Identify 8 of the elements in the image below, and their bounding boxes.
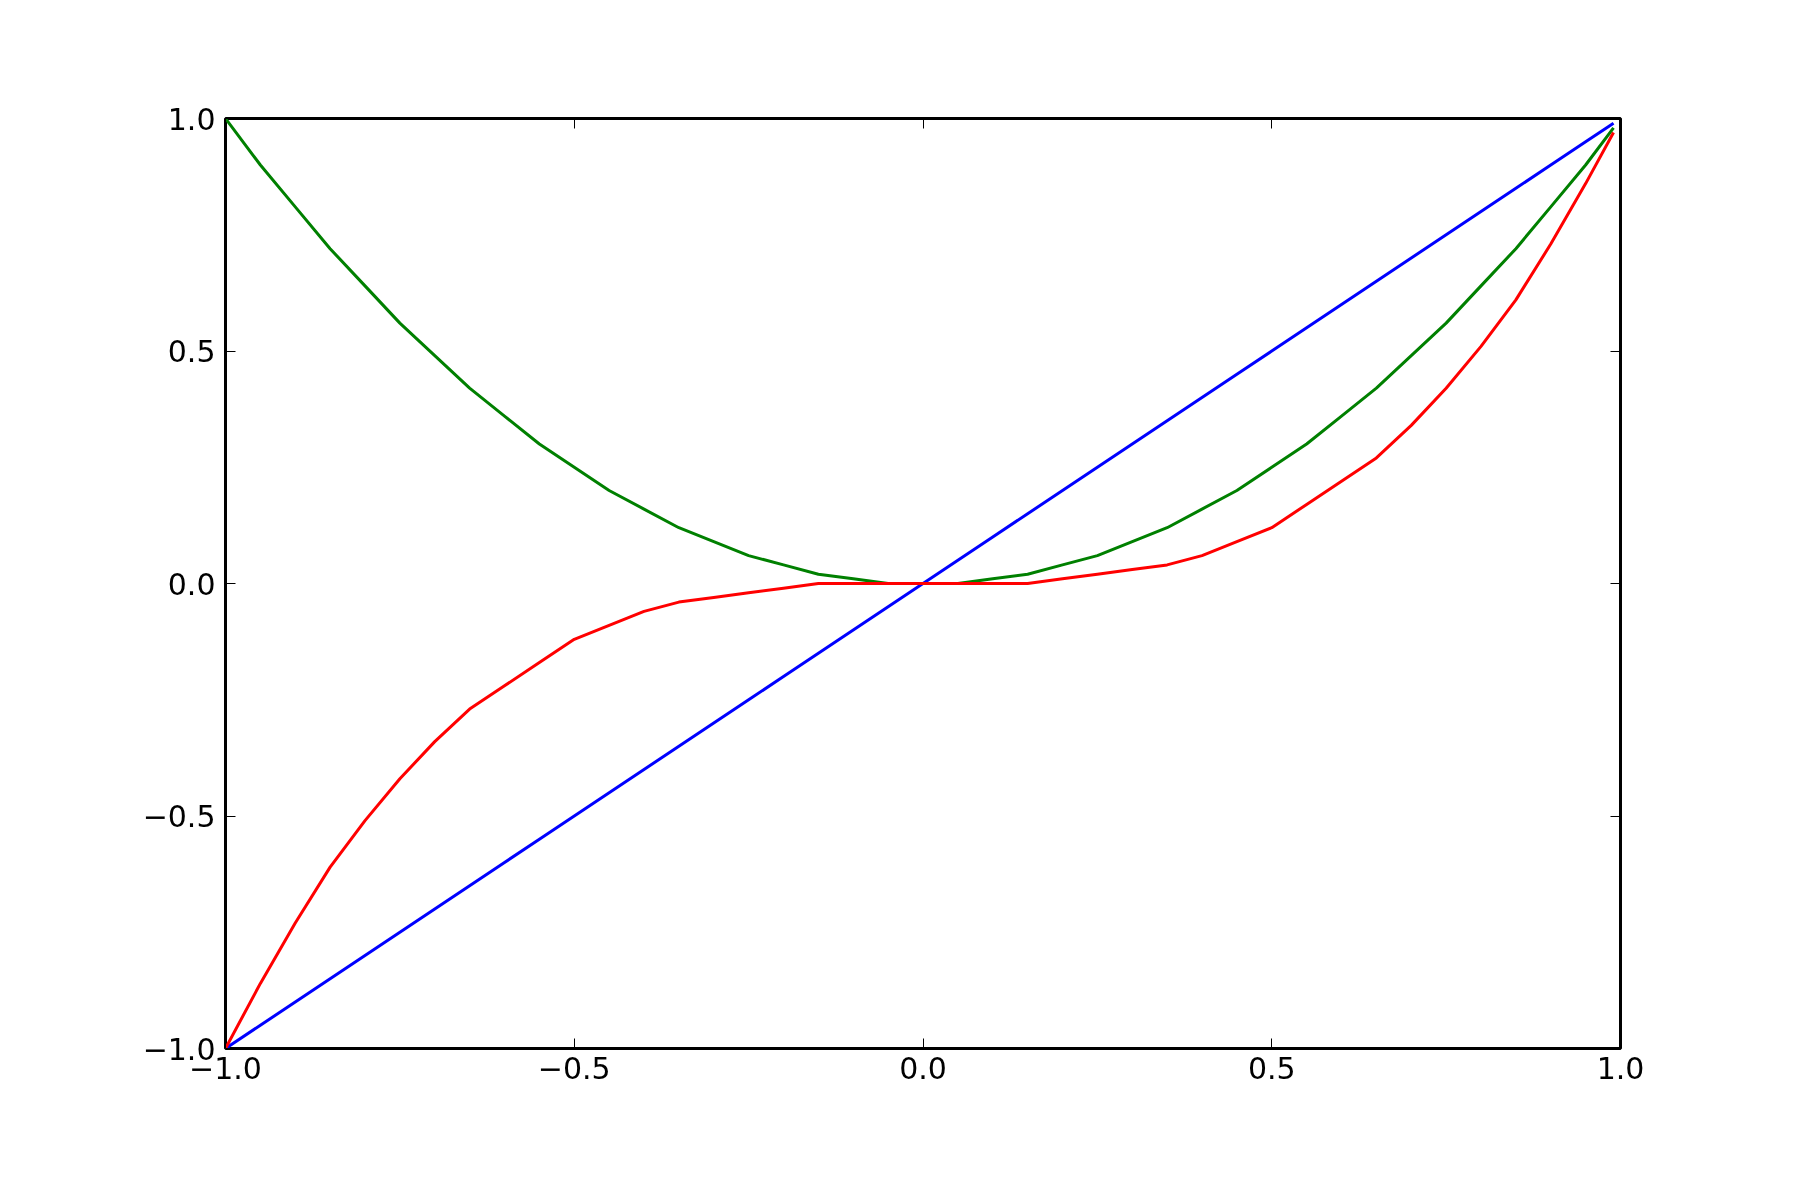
y-tick-label: 0.0 [167,566,216,602]
x-tick-label: 0.5 [1247,1050,1296,1086]
x-tick-label: −0.5 [537,1050,611,1086]
y-tick-label: 0.5 [167,334,216,369]
y-tick-label: 1.0 [167,101,216,137]
x-tick-label: 0.0 [899,1050,947,1086]
y-tick-label: −0.5 [142,799,216,834]
x-tick-label: 1.0 [1596,1050,1645,1086]
